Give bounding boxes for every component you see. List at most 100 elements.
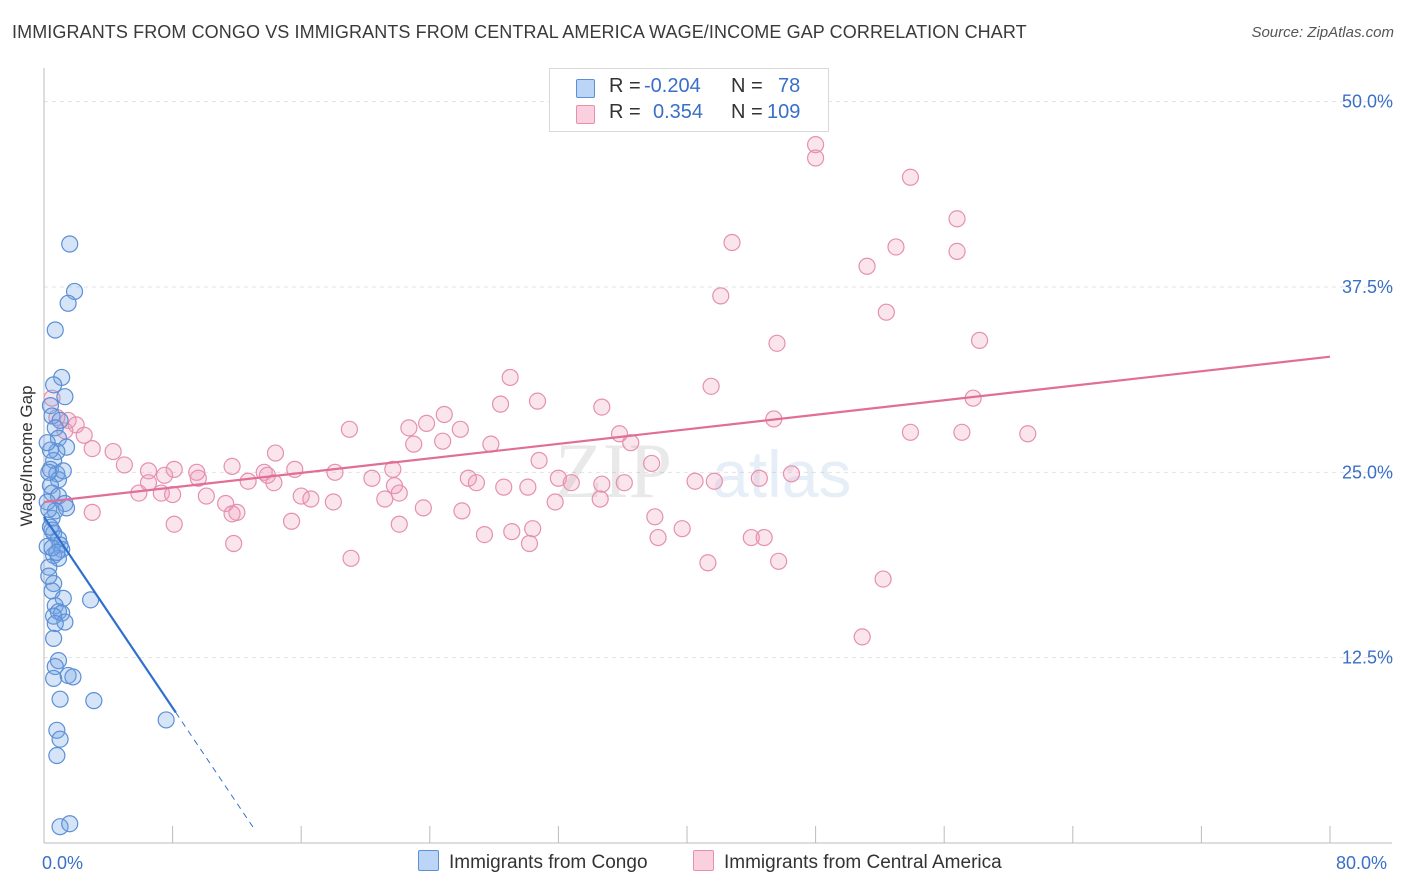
central-america-point <box>414 499 432 517</box>
y-tick-label: 12.5% <box>1342 648 1393 668</box>
congo-trend-extension <box>175 712 254 828</box>
central-america-point <box>459 469 477 487</box>
central-america-point <box>702 377 720 395</box>
congo-point <box>48 543 66 561</box>
congo-point <box>57 438 76 456</box>
central-america-point <box>887 238 905 256</box>
central-america-point <box>400 419 418 437</box>
congo-trend-line <box>43 516 177 714</box>
congo-point <box>40 500 58 518</box>
central-america-point <box>390 515 408 533</box>
stats-legend: R = -0.204 N = 78 R = 0.354 N = 109 <box>549 68 829 132</box>
central-america-point <box>615 474 633 492</box>
central-america-point <box>643 454 661 473</box>
central-america-point <box>699 554 717 572</box>
central-america-point <box>901 423 920 441</box>
watermark-atlas: atlas <box>712 437 851 511</box>
central-america-point <box>948 210 966 228</box>
central-america-points <box>43 136 1037 646</box>
central-america-point <box>453 502 471 520</box>
central-america-point <box>901 168 920 186</box>
congo-point <box>51 818 69 836</box>
central-america-point <box>742 528 760 547</box>
central-america-point <box>712 287 730 305</box>
congo-point <box>45 629 63 647</box>
central-america-point <box>491 395 510 413</box>
legend-swatch-central-america <box>693 850 714 871</box>
central-america-point <box>340 420 359 438</box>
congo-point <box>157 711 175 729</box>
source-label: Source: ZipAtlas.com <box>1251 24 1394 41</box>
central-america-point <box>188 463 206 481</box>
congo-point <box>54 462 72 480</box>
legend-r-label: R = <box>609 75 641 97</box>
y-tick-labels: 12.5% 25.0% 37.5% 50.0% <box>1342 92 1393 668</box>
congo-point <box>40 463 58 481</box>
congo-point <box>45 669 63 688</box>
central-america-point <box>874 570 892 588</box>
legend-swatch-central-america <box>576 105 595 124</box>
central-america-point <box>390 484 408 502</box>
central-america-point <box>673 520 691 538</box>
central-america-point <box>877 303 895 321</box>
legend-n-value: 78 <box>778 75 801 97</box>
central-america-point <box>549 469 568 487</box>
legend-n-value: 109 <box>767 101 801 123</box>
central-america-point <box>970 331 989 349</box>
legend-r-value: -0.204 <box>644 75 701 97</box>
congo-point <box>85 692 103 710</box>
congo-point <box>40 558 58 576</box>
central-america-point <box>646 508 664 526</box>
central-america-point <box>770 552 788 570</box>
central-america-point <box>75 426 93 444</box>
congo-point <box>46 419 64 437</box>
congo-point <box>59 294 77 312</box>
central-america-point <box>435 405 453 424</box>
grid-lines <box>44 101 1392 659</box>
central-america-point <box>217 494 235 513</box>
central-america-point <box>953 423 971 441</box>
congo-point <box>48 746 66 765</box>
central-america-point <box>806 136 825 154</box>
legend-item-congo: Immigrants from Congo <box>418 850 648 874</box>
central-america-point <box>705 472 723 490</box>
central-america-point <box>189 469 207 487</box>
congo-point <box>40 567 58 585</box>
watermark: ZIP atlas <box>555 427 851 514</box>
central-america-point <box>292 487 310 505</box>
central-america-point <box>562 474 580 492</box>
central-america-point <box>326 463 344 481</box>
central-america-point <box>282 512 301 530</box>
congo-point <box>48 721 66 739</box>
central-america-trend-line <box>43 355 1331 504</box>
central-america-point <box>750 469 768 487</box>
legend-swatch-congo <box>576 79 595 98</box>
congo-points <box>38 235 175 836</box>
y-tick-label: 50.0% <box>1342 92 1393 112</box>
congo-point <box>64 668 82 686</box>
central-america-point <box>83 503 101 521</box>
central-america-point <box>434 432 452 450</box>
central-america-point <box>223 457 241 475</box>
central-america-point <box>239 472 257 490</box>
central-america-point <box>324 493 342 511</box>
central-america-point <box>546 493 564 511</box>
central-america-point <box>363 469 381 487</box>
legend-n-label: N = <box>731 75 763 97</box>
central-america-point <box>104 442 122 461</box>
central-america-point <box>302 490 320 508</box>
legend-item-central-america: Immigrants from Central America <box>693 850 1002 874</box>
y-tick-label: 25.0% <box>1342 462 1393 482</box>
central-america-point <box>417 414 436 432</box>
central-america-point <box>853 628 871 646</box>
central-america-point <box>755 528 773 547</box>
x-min-label: 0.0% <box>42 853 84 873</box>
central-america-point <box>530 451 548 470</box>
central-america-point <box>501 368 519 387</box>
congo-point <box>51 730 69 748</box>
central-america-point <box>806 149 825 167</box>
chart-title: IMMIGRANTS FROM CONGO VS IMMIGRANTS FROM… <box>12 22 1027 42</box>
trend-lines <box>43 355 1331 828</box>
congo-point <box>56 388 74 406</box>
